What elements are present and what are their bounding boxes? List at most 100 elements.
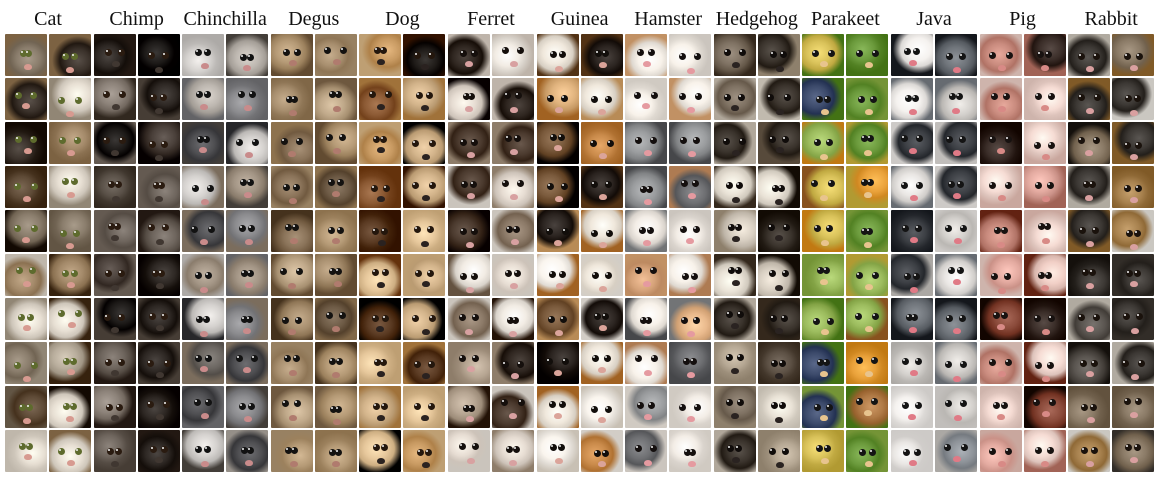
eye-mark bbox=[639, 317, 647, 325]
nose-mark bbox=[332, 419, 341, 426]
eye-mark bbox=[960, 400, 968, 408]
species-column-java bbox=[891, 34, 977, 474]
eye-mark bbox=[1088, 181, 1096, 189]
nose-mark bbox=[953, 455, 962, 462]
species-label-java: Java bbox=[916, 8, 952, 30]
eye-mark bbox=[512, 316, 520, 324]
eye-mark bbox=[380, 359, 388, 367]
nose-mark bbox=[67, 369, 76, 376]
eye-mark bbox=[823, 444, 831, 452]
nose-mark bbox=[1042, 411, 1051, 418]
face-photo-tile bbox=[1068, 34, 1111, 76]
face-photo-tile bbox=[5, 254, 47, 296]
eye-mark bbox=[293, 184, 301, 192]
eye-mark bbox=[413, 403, 421, 411]
eye-mark bbox=[825, 403, 833, 411]
face-photo-tile bbox=[1023, 210, 1066, 252]
face-photo-tile bbox=[625, 298, 668, 340]
eye-mark bbox=[506, 316, 514, 324]
eye-mark bbox=[959, 361, 967, 369]
eye-mark bbox=[549, 51, 557, 59]
nose-mark bbox=[686, 330, 695, 337]
face-photo-tile bbox=[226, 210, 269, 252]
face-photo-tile bbox=[403, 342, 446, 384]
face-photo-tile bbox=[891, 78, 933, 120]
eye-mark bbox=[812, 317, 820, 325]
eye-mark bbox=[735, 444, 743, 452]
eye-mark bbox=[855, 49, 863, 57]
face-photo-tile bbox=[137, 254, 180, 296]
face-photo-tile bbox=[270, 210, 313, 252]
eye-mark bbox=[501, 399, 509, 407]
eye-mark bbox=[504, 269, 512, 277]
face-photo-tile bbox=[536, 78, 579, 120]
eye-mark bbox=[905, 314, 913, 322]
face-photo-tile bbox=[93, 386, 136, 428]
eye-mark bbox=[1078, 53, 1086, 61]
nose-mark bbox=[643, 149, 652, 156]
eye-mark bbox=[913, 449, 921, 457]
eye-mark bbox=[958, 136, 966, 144]
face-photo-tile bbox=[891, 342, 933, 384]
face-photo-tile bbox=[536, 430, 579, 472]
eye-mark bbox=[25, 443, 33, 451]
nose-mark bbox=[732, 150, 741, 157]
eye-mark bbox=[1048, 314, 1056, 322]
nose-mark bbox=[1041, 285, 1050, 292]
nose-mark bbox=[465, 329, 474, 336]
eye-mark bbox=[117, 49, 125, 57]
eye-mark bbox=[117, 314, 125, 322]
eye-mark bbox=[202, 136, 210, 144]
eye-mark bbox=[781, 315, 789, 323]
nose-mark bbox=[908, 60, 917, 66]
face-photo-tile bbox=[492, 430, 534, 472]
eye-mark bbox=[736, 354, 744, 362]
eye-mark bbox=[195, 445, 203, 453]
eye-mark bbox=[591, 180, 599, 188]
face-photo-tile bbox=[669, 254, 712, 296]
face-photo-tile bbox=[314, 254, 357, 296]
face-photo-tile bbox=[891, 122, 933, 164]
eye-mark bbox=[415, 269, 423, 277]
eye-mark bbox=[1124, 141, 1132, 149]
eye-mark bbox=[324, 47, 332, 55]
face-photo-tile bbox=[713, 210, 756, 252]
face-photo-tile bbox=[979, 298, 1022, 340]
eye-mark bbox=[1033, 314, 1041, 322]
nose-mark bbox=[997, 147, 1006, 154]
eye-mark bbox=[958, 315, 966, 323]
nose-mark bbox=[155, 108, 164, 115]
eye-mark bbox=[380, 135, 388, 143]
eye-mark bbox=[1082, 181, 1090, 189]
face-photo-tile bbox=[182, 298, 225, 340]
nose-mark bbox=[420, 64, 429, 71]
nose-mark bbox=[597, 108, 606, 115]
face-photo-tile bbox=[536, 122, 579, 164]
eye-mark bbox=[1125, 269, 1133, 277]
eye-mark bbox=[871, 49, 879, 57]
face-photo-tile bbox=[314, 34, 357, 76]
eye-mark bbox=[779, 401, 787, 409]
face-photo-tile bbox=[625, 386, 668, 428]
eye-mark bbox=[195, 48, 203, 56]
nose-mark bbox=[421, 194, 430, 201]
eye-mark bbox=[517, 399, 525, 407]
nose-mark bbox=[377, 282, 386, 289]
face-photo-tile bbox=[1023, 78, 1066, 120]
face-photo-tile bbox=[182, 254, 225, 296]
face-photo-tile bbox=[669, 342, 712, 384]
eye-mark bbox=[472, 443, 480, 451]
eye-mark bbox=[604, 180, 612, 188]
nose-mark bbox=[732, 61, 741, 68]
face-photo-tile bbox=[669, 166, 712, 208]
face-photo-tile bbox=[1068, 430, 1111, 472]
nose-mark bbox=[554, 145, 563, 152]
face-photo-tile bbox=[935, 430, 977, 472]
eye-mark bbox=[739, 137, 747, 145]
nose-mark bbox=[288, 60, 297, 67]
eye-mark bbox=[1046, 361, 1054, 369]
eye-mark bbox=[813, 225, 821, 233]
nose-mark bbox=[332, 238, 341, 245]
nose-mark bbox=[686, 68, 695, 74]
face-photo-tile bbox=[226, 298, 269, 340]
